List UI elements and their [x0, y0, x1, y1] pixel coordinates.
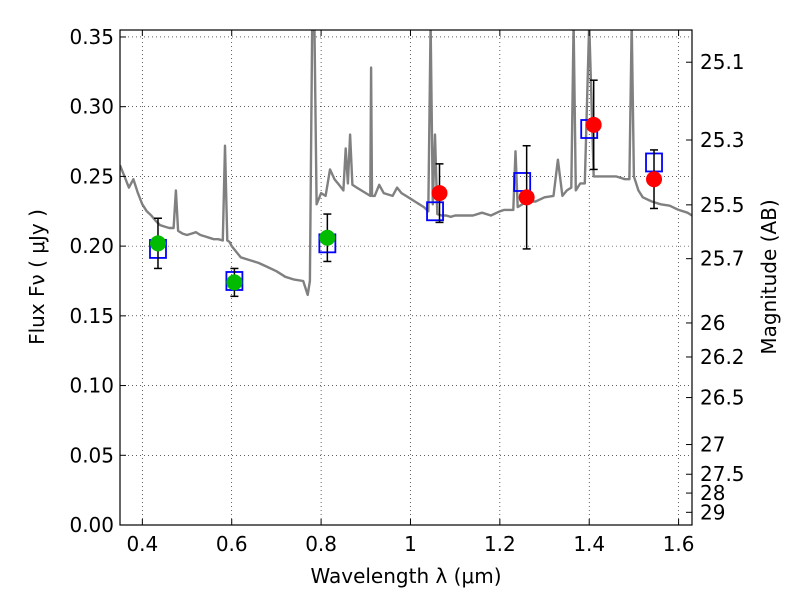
observed-point: [518, 189, 535, 206]
observed-point: [431, 185, 448, 202]
y-tick-label: 0.30: [69, 95, 114, 119]
plot-frame: [119, 29, 693, 526]
observed-point: [585, 116, 602, 133]
y-tick-label: 0.00: [69, 513, 114, 537]
plot-area: [120, 30, 692, 298]
x-tick-label: 1.4: [573, 532, 605, 556]
x-tick-label: 0.4: [126, 532, 158, 556]
y2-tick-label: 27.5: [700, 462, 745, 486]
y-tick-label: 0.25: [69, 164, 114, 188]
x-tick-label: 1.2: [484, 532, 516, 556]
observed-point: [226, 274, 243, 291]
y2-tick-label: 26.2: [700, 345, 745, 369]
y2-tick-label: 25.7: [700, 247, 745, 271]
y-tick-label: 0.35: [69, 25, 114, 49]
y-tick-label: 0.20: [69, 234, 114, 258]
y2-tick-label: 28: [700, 481, 725, 505]
x-tick-label: 1.6: [663, 532, 695, 556]
y2-tick-label: 25.5: [700, 193, 745, 217]
x-tick-label: 0.6: [216, 532, 248, 556]
y2-axis-label: Magnitude (AB): [757, 199, 781, 354]
x-tick-label: 0.8: [305, 532, 337, 556]
y2-tick-label: 26: [700, 311, 725, 335]
observed-point: [149, 235, 166, 252]
y2-tick-label: 29: [700, 500, 725, 524]
model-photometry-square: [426, 201, 444, 222]
y2-tick-label: 26.5: [700, 386, 745, 410]
x-tick-label: 1: [404, 532, 417, 556]
y-tick-label: 0.05: [69, 443, 114, 467]
observed-point: [319, 229, 336, 246]
observed-point: [646, 171, 663, 188]
y2-tick-label: 27: [700, 433, 725, 457]
y2-tick-label: 25.1: [700, 50, 745, 74]
x-axis-label: Wavelength λ (μm): [310, 564, 501, 588]
y2-tick-label: 25.3: [700, 128, 745, 152]
y-tick-label: 0.10: [69, 374, 114, 398]
sed-model-line: [120, 30, 692, 297]
ticks: 0.4 0.6 0.8 1 1.2 1.4 1.6 0.00 0.05 0.10 0.15 0.20 0…: [69, 25, 744, 556]
grid: [120, 30, 692, 526]
y-axis-label: Flux Fν ( μJy ): [25, 209, 49, 345]
y-tick-label: 0.15: [69, 304, 114, 328]
